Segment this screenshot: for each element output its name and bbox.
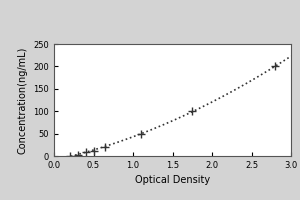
Point: [68, 154, 72, 157]
Point: [91, 149, 96, 152]
X-axis label: Optical Density: Optical Density: [135, 175, 210, 185]
Point: [273, 65, 278, 68]
Y-axis label: Concentration(ng/mL): Concentration(ng/mL): [18, 46, 28, 154]
Point: [103, 145, 108, 149]
Point: [139, 132, 143, 135]
Point: [190, 110, 195, 113]
Point: [83, 151, 88, 154]
Point: [75, 153, 80, 156]
